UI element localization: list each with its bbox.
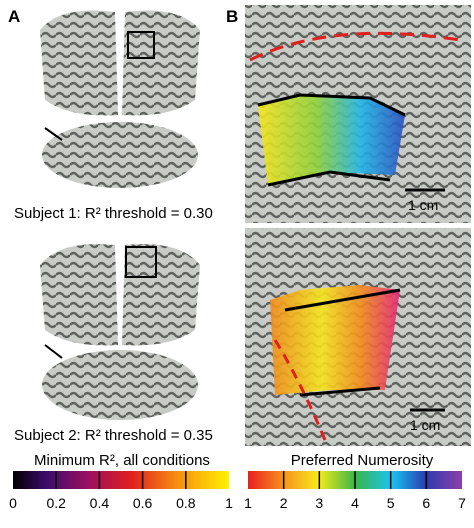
colorbar-tick-label: 0.6 [133, 495, 153, 511]
colorbar-tick-label: 0.4 [90, 495, 110, 511]
colorbar-tick-label: 7 [458, 495, 466, 511]
map [258, 95, 405, 185]
panel-label: A [8, 7, 20, 26]
panel-label: B [226, 7, 238, 26]
colorbar-title: Minimum R², all conditions [34, 452, 210, 469]
brain [122, 10, 200, 116]
colorbar-tick-label: 0.2 [46, 495, 66, 511]
colorbar-tick-label: 5 [387, 495, 395, 511]
roi-box [125, 246, 157, 278]
boundary [249, 31, 461, 62]
scale-label: 1 cm [410, 417, 440, 433]
colorbar-title: Preferred Numerosity [291, 452, 434, 469]
brain [42, 122, 198, 188]
brain [40, 244, 118, 346]
brain [42, 350, 198, 420]
roi-outline [257, 93, 406, 187]
scale-label: 1 cm [408, 197, 438, 213]
roi-box [127, 31, 155, 59]
brain [40, 10, 118, 116]
colorbar-tick-label: 0.8 [176, 495, 196, 511]
brain [122, 244, 200, 346]
colorbar-ticks: 0 0.2 0.4 0.6 0.8 1 1 2 3 4 5 6 7 [9, 471, 466, 511]
colorbar-tick-label: 6 [422, 495, 430, 511]
colorbar-tick-label: 1 [225, 495, 233, 511]
caption: Subject 1: R² threshold = 0.30 [14, 205, 213, 222]
map [270, 285, 400, 395]
arrow [44, 344, 63, 359]
colorbar [13, 471, 229, 489]
boundary [273, 339, 327, 441]
roi-outline [284, 288, 401, 397]
caption: Subject 2: R² threshold = 0.35 [14, 427, 213, 444]
colorbar-tick-label: 2 [280, 495, 288, 511]
colorbar-tick-label: 0 [9, 495, 17, 511]
colorbar-tick-label: 4 [351, 495, 359, 511]
colorbar-tick-label: 3 [315, 495, 323, 511]
colorbar-tick-label: 1 [244, 495, 252, 511]
arrow [44, 127, 63, 141]
